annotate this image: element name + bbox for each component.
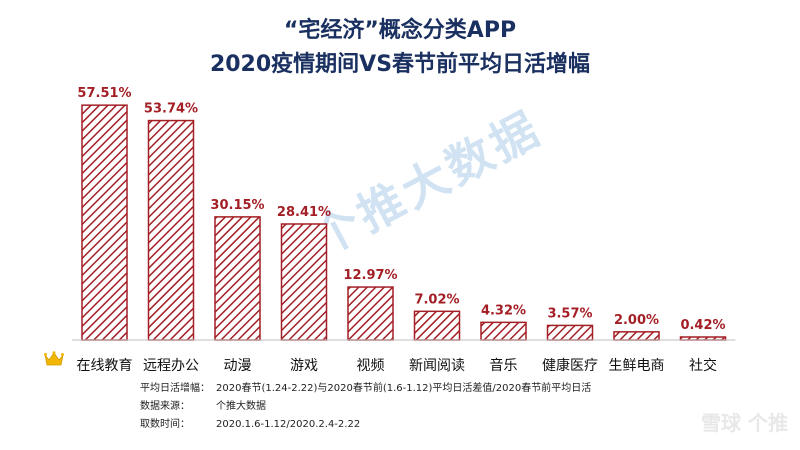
chart-title-line2: 2020疫情期间VS春节前平均日活增幅 xyxy=(209,52,591,77)
x-tick-label: 音乐 xyxy=(490,357,518,374)
bar-游戏 xyxy=(280,223,328,341)
data-label: 3.57% xyxy=(547,306,592,321)
data-label: 28.41% xyxy=(277,205,331,220)
x-tick-label: 健康医疗 xyxy=(542,357,598,374)
footnotes: 平均日活增幅： 2020春节(1.24-2.22)与2020春节前(1.6-1.1… xyxy=(140,380,680,434)
footnote-label: 数据来源： xyxy=(140,401,190,412)
footnote-source: 数据来源： 个推大数据 xyxy=(140,398,680,416)
data-label: 2.00% xyxy=(614,313,659,328)
bar-远程办公 xyxy=(147,119,195,341)
footnote-text: 2020春节(1.24-2.22)与2020春节前(1.6-1.12)平均日活差… xyxy=(216,383,592,394)
brand-watermark: 雪球 个推 xyxy=(701,411,788,435)
x-tick-label: 动漫 xyxy=(224,358,252,374)
data-label: 7.02% xyxy=(414,292,459,307)
x-tick-label: 社交 xyxy=(689,357,717,374)
x-tick-label: 在线教育 xyxy=(77,358,133,374)
bar-新闻阅读 xyxy=(413,310,461,341)
bar-视频 xyxy=(347,286,394,341)
footnote-definition: 平均日活增幅： 2020春节(1.24-2.22)与2020春节前(1.6-1.1… xyxy=(140,380,680,398)
crown-icon xyxy=(44,351,64,366)
bar-音乐 xyxy=(480,321,527,341)
bar-健康医疗 xyxy=(546,324,594,341)
data-label: 53.74% xyxy=(144,102,198,117)
x-tick-label: 游戏 xyxy=(290,358,318,374)
x-tick-label: 远程办公 xyxy=(143,358,199,374)
data-label: 30.15% xyxy=(210,198,264,213)
footnote-label: 平均日活增幅： xyxy=(140,383,210,394)
data-label: 57.51% xyxy=(77,86,131,101)
bar-生鲜电商 xyxy=(613,331,660,341)
chart-title-line1: “宅经济”概念分类APP xyxy=(283,18,517,43)
footnote-label: 取数时间： xyxy=(140,419,190,430)
x-tick-label: 生鲜电商 xyxy=(609,358,665,374)
data-label: 4.32% xyxy=(481,303,526,318)
data-label: 12.97% xyxy=(343,268,397,283)
x-tick-label: 新闻阅读 xyxy=(409,357,465,374)
footnote-period: 取数时间： 2020.1.6-1.12/2020.2.4-2.22 xyxy=(140,416,680,434)
footnote-text: 2020.1.6-1.12/2020.2.4-2.22 xyxy=(216,419,361,430)
bar-在线教育 xyxy=(81,104,128,341)
x-tick-label: 视频 xyxy=(357,358,385,374)
bar-动漫 xyxy=(214,216,261,341)
data-label: 0.42% xyxy=(680,318,725,333)
footnote-text: 个推大数据 xyxy=(216,401,266,412)
